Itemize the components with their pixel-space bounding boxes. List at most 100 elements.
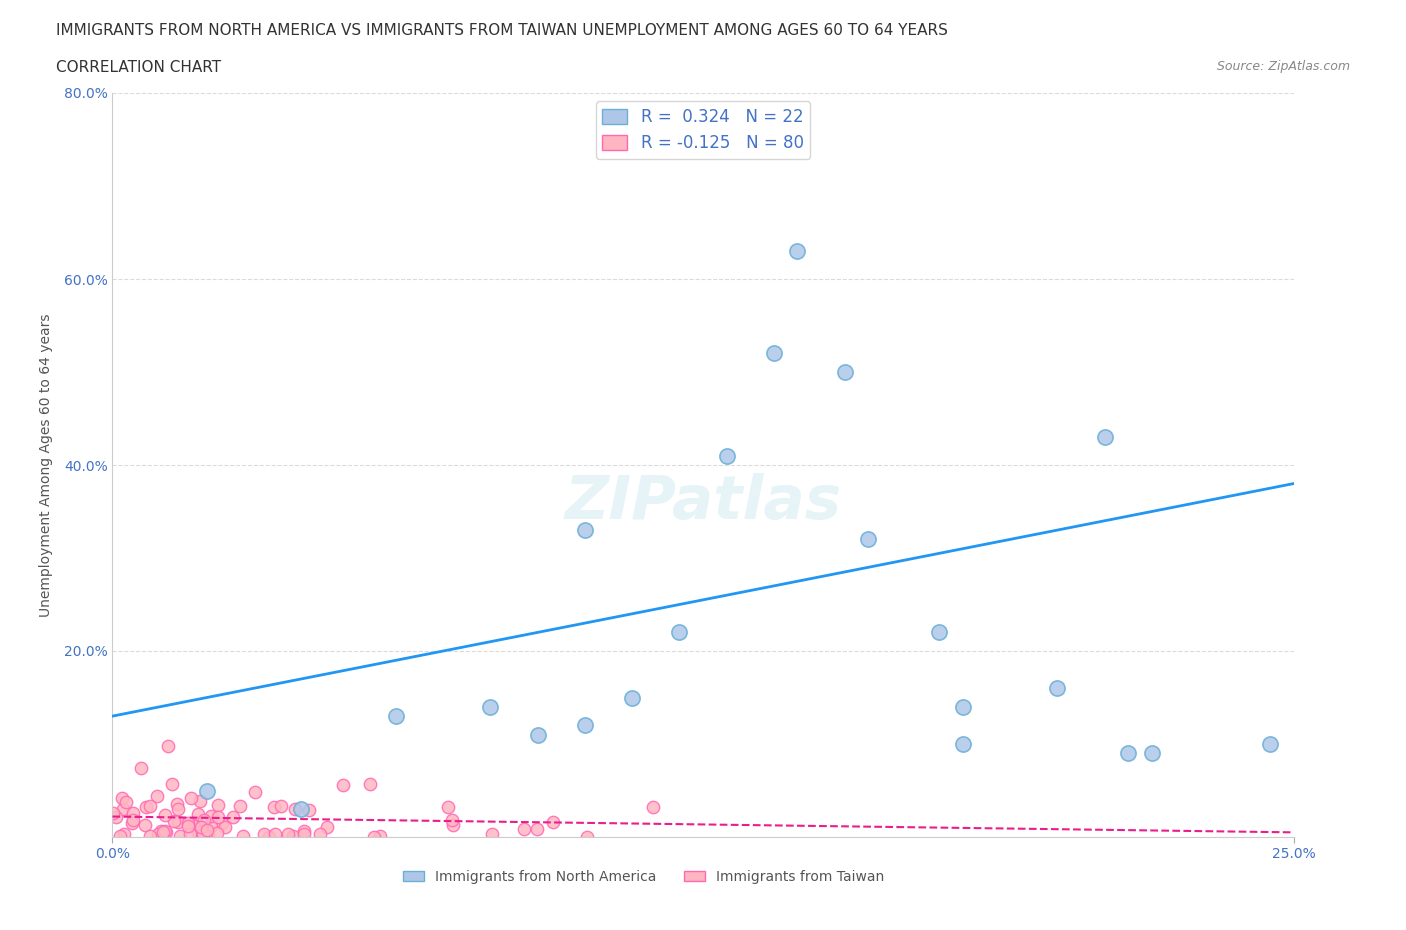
Point: [621, 690, 644, 705]
Point: [952, 737, 974, 751]
Point: [441, 817, 464, 832]
Point: [188, 793, 211, 808]
Point: [229, 799, 252, 814]
Point: [284, 802, 307, 817]
Point: [191, 827, 214, 842]
Point: [115, 795, 138, 810]
Point: [574, 718, 596, 733]
Point: [574, 523, 596, 538]
Point: [214, 819, 236, 834]
Point: [294, 827, 316, 842]
Point: [200, 818, 222, 833]
Point: [197, 829, 219, 844]
Point: [193, 812, 215, 827]
Point: [526, 821, 548, 836]
Point: [110, 829, 132, 844]
Point: [298, 803, 321, 817]
Point: [177, 818, 200, 833]
Point: [716, 448, 738, 463]
Point: [309, 827, 332, 842]
Point: [112, 802, 135, 817]
Point: [139, 829, 162, 844]
Point: [163, 814, 186, 829]
Point: [253, 826, 276, 841]
Point: [146, 789, 169, 804]
Point: [122, 813, 145, 828]
Point: [1258, 737, 1281, 751]
Point: [281, 829, 304, 844]
Point: [112, 826, 135, 841]
Point: [149, 824, 172, 839]
Point: [187, 825, 209, 840]
Point: [270, 799, 292, 814]
Point: [134, 818, 156, 833]
Point: [385, 709, 408, 724]
Point: [195, 783, 218, 798]
Point: [155, 825, 177, 840]
Point: [152, 824, 174, 839]
Point: [928, 625, 950, 640]
Point: [643, 800, 665, 815]
Point: [257, 830, 280, 844]
Point: [138, 798, 160, 813]
Point: [169, 829, 191, 844]
Point: [437, 800, 460, 815]
Legend: Immigrants from North America, Immigrants from Taiwan: Immigrants from North America, Immigrant…: [398, 865, 890, 890]
Point: [512, 821, 534, 836]
Point: [135, 800, 157, 815]
Point: [166, 797, 188, 812]
Point: [157, 738, 180, 753]
Point: [292, 824, 315, 839]
Point: [264, 826, 287, 841]
Point: [359, 777, 381, 791]
Point: [200, 809, 222, 824]
Point: [121, 816, 143, 830]
Point: [121, 805, 143, 820]
Point: [1046, 681, 1069, 696]
Point: [277, 826, 299, 841]
Point: [167, 815, 190, 830]
Point: [316, 819, 339, 834]
Point: [183, 818, 205, 833]
Point: [211, 816, 233, 830]
Point: [222, 809, 245, 824]
Text: ZIPatlas: ZIPatlas: [564, 472, 842, 532]
Point: [153, 807, 176, 822]
Point: [207, 809, 229, 824]
Point: [481, 827, 503, 842]
Point: [952, 699, 974, 714]
Point: [153, 823, 176, 838]
Point: [167, 802, 190, 817]
Point: [129, 761, 152, 776]
Point: [207, 798, 229, 813]
Point: [180, 790, 202, 805]
Point: [105, 809, 128, 824]
Point: [191, 819, 214, 834]
Point: [526, 727, 548, 742]
Point: [207, 826, 229, 841]
Text: Source: ZipAtlas.com: Source: ZipAtlas.com: [1216, 60, 1350, 73]
Point: [1094, 430, 1116, 445]
Point: [187, 806, 209, 821]
Point: [263, 800, 285, 815]
Point: [668, 625, 690, 640]
Point: [834, 365, 856, 379]
Point: [232, 829, 254, 844]
Point: [363, 830, 385, 844]
Point: [576, 830, 599, 844]
Point: [148, 827, 170, 842]
Point: [479, 699, 502, 714]
Point: [762, 346, 785, 361]
Point: [543, 815, 565, 830]
Point: [160, 777, 183, 792]
Y-axis label: Unemployment Among Ages 60 to 64 years: Unemployment Among Ages 60 to 64 years: [38, 313, 52, 617]
Text: CORRELATION CHART: CORRELATION CHART: [56, 60, 221, 75]
Point: [243, 785, 266, 800]
Point: [368, 829, 391, 844]
Point: [290, 802, 312, 817]
Point: [101, 806, 124, 821]
Point: [179, 826, 201, 841]
Point: [441, 813, 464, 828]
Point: [195, 822, 218, 837]
Point: [858, 532, 880, 547]
